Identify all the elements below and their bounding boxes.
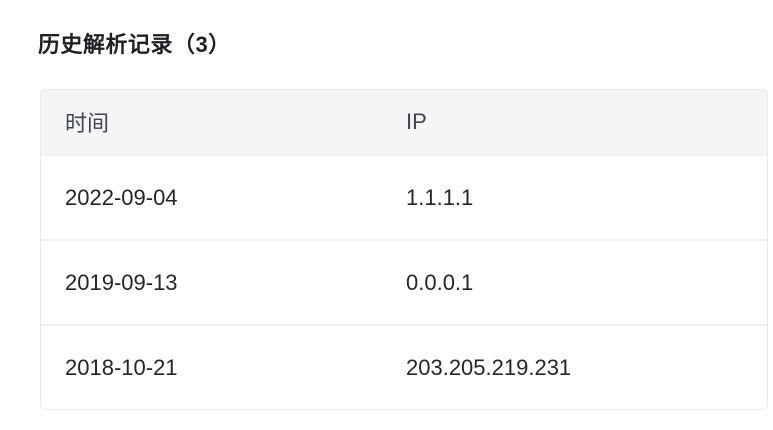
history-table: 时间 IP 2022-09-04 1.1.1.1 2019-09-13 0.0.… xyxy=(40,89,768,410)
cell-time: 2018-10-21 xyxy=(65,354,178,380)
cell-time: 2022-09-04 xyxy=(65,184,178,210)
cell-ip: 0.0.0.1 xyxy=(406,269,474,295)
table-row: 2019-09-13 0.0.0.1 xyxy=(41,239,767,324)
table-header-row: 时间 IP xyxy=(41,90,767,154)
page-title: 历史解析记录（3） xyxy=(38,32,231,57)
table-row: 2022-09-04 1.1.1.1 xyxy=(41,154,767,239)
cell-ip: 1.1.1.1 xyxy=(406,184,474,210)
cell-time: 2019-09-13 xyxy=(65,269,178,295)
header-cell-time: 时间 xyxy=(65,111,110,136)
cell-ip: 203.205.219.231 xyxy=(406,354,572,380)
header-cell-ip: IP xyxy=(406,109,427,134)
table-row: 2018-10-21 203.205.219.231 xyxy=(41,324,767,409)
